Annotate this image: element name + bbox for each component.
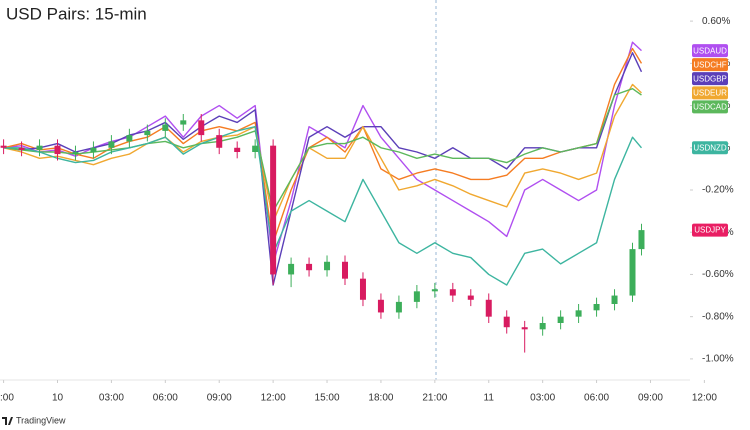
- candle-body: [377, 299, 384, 313]
- candle-body: [72, 152, 79, 155]
- candle-body: [198, 120, 205, 136]
- x-tick-label: 11: [484, 393, 495, 404]
- candle-body: [180, 120, 187, 125]
- legend-label: USDGBP: [693, 74, 727, 83]
- candle-body: [431, 289, 438, 292]
- x-tick-label: 03:00: [99, 393, 124, 404]
- x-tick-label: 12:00: [692, 393, 717, 404]
- legend-label: USDNZD: [693, 143, 727, 152]
- series-label-box: [692, 58, 728, 72]
- y-tick-label: -0.20%: [702, 185, 734, 196]
- candle-body: [18, 147, 25, 150]
- title-bg: [0, 0, 138, 28]
- candle-body: [126, 135, 133, 142]
- x-tick-label: 06:00: [584, 393, 609, 404]
- candle-body: [306, 263, 313, 271]
- candle-body: [413, 291, 420, 302]
- candle-body: [539, 323, 546, 330]
- candle-body: [252, 145, 259, 152]
- candle-body: [270, 145, 277, 275]
- plot: [0, 41, 645, 353]
- series-label-box: [692, 141, 728, 155]
- series-label-box: [692, 44, 728, 58]
- x-tick-label: 10: [52, 393, 64, 404]
- x-tick-label: :00: [0, 393, 14, 404]
- candle-body: [521, 327, 528, 330]
- legend-label: USDEUR: [693, 88, 727, 97]
- series-label-box: [692, 223, 728, 237]
- candle-body: [485, 299, 492, 317]
- candle-body: [575, 310, 582, 317]
- candle-body: [162, 124, 169, 131]
- series-label-box: [692, 72, 728, 86]
- candle-body: [216, 135, 223, 148]
- candle-body: [638, 230, 645, 250]
- candle-body: [90, 147, 97, 152]
- candle-body: [467, 295, 474, 300]
- candle-body: [342, 261, 348, 279]
- candle-body: [0, 145, 7, 148]
- candle-body: [593, 304, 600, 311]
- series-label-box: [692, 100, 728, 114]
- x-tick-label: 12:00: [261, 393, 286, 404]
- footer: TradingView: [16, 415, 66, 425]
- candle-body: [503, 316, 510, 328]
- series-label-box: [692, 86, 728, 100]
- logo: [2, 417, 13, 425]
- candle-body: [324, 261, 331, 271]
- x-tick-label: 09:00: [207, 393, 232, 404]
- y-tick-label: -0.80%: [702, 311, 734, 322]
- candle-body: [629, 249, 636, 296]
- candle-body: [234, 147, 241, 152]
- legend-label: USDCAD: [693, 102, 727, 111]
- x-tick-label: 21:00: [422, 393, 447, 404]
- x-tick-label: 09:00: [638, 393, 663, 404]
- x-tick-label: 18:00: [368, 393, 393, 404]
- x-tick-label: 15:00: [315, 393, 340, 404]
- candle-body: [144, 130, 151, 136]
- x-tick-label: 03:00: [530, 393, 555, 404]
- candle-body: [288, 263, 295, 275]
- y-tick-label: 0.60%: [702, 16, 730, 27]
- candle-body: [449, 289, 456, 296]
- candle-body: [54, 145, 61, 155]
- candle-body: [359, 278, 366, 300]
- y-tick-label: -1.00%: [702, 354, 734, 365]
- candle-body: [395, 301, 402, 313]
- legend-label: USDCHF: [693, 60, 726, 69]
- candle-body: [36, 145, 43, 150]
- legend-label: USDJPY: [694, 226, 726, 235]
- chart-title: USD Pairs: 15-min: [6, 4, 147, 23]
- x-tick-label: 06:00: [153, 393, 178, 404]
- candle-body: [611, 295, 618, 304]
- candle-body: [108, 141, 115, 148]
- y-tick-label: -0.60%: [702, 269, 734, 280]
- legend-label: USDAUD: [693, 46, 727, 55]
- candle-body: [557, 316, 564, 323]
- series-line: [3, 83, 642, 223]
